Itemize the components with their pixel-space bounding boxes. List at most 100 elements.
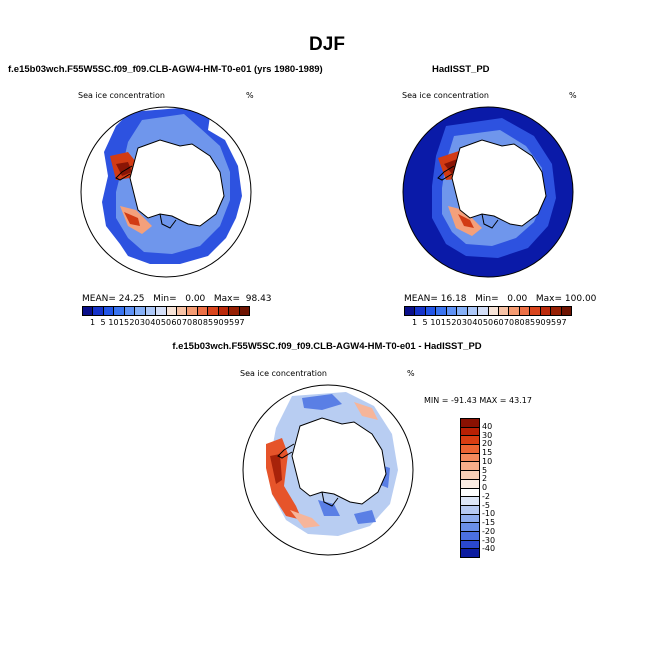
- colorbar-box: [467, 307, 479, 315]
- colorbar-label: -30: [482, 535, 496, 545]
- colorbar-label: 60: [493, 318, 504, 327]
- colorbar-box: [498, 307, 510, 315]
- colorbar-label: 40: [482, 421, 493, 431]
- colorbar-label: 20: [129, 318, 140, 327]
- colorbar-label: 70: [181, 318, 193, 327]
- panel1-mean: 24.25: [118, 294, 145, 304]
- colorbar-box: [540, 307, 552, 315]
- colorbar-label: 1: [411, 318, 418, 327]
- panel1-field-label: Sea ice concentration: [78, 91, 165, 100]
- panel3-colorbar: [460, 418, 480, 558]
- colorbar-box: [461, 514, 479, 524]
- colorbar-box: [176, 307, 188, 315]
- colorbar-label: 85: [202, 318, 214, 327]
- colorbar-label: 15: [482, 448, 493, 457]
- panel2-map: [402, 106, 574, 278]
- panel1-map: [80, 106, 252, 278]
- colorbar-box: [461, 549, 479, 557]
- colorbar-label: -5: [482, 500, 490, 510]
- colorbar-label: 60: [171, 318, 182, 327]
- colorbar-box: [461, 497, 479, 506]
- colorbar-label: 15: [440, 318, 452, 327]
- colorbar-box: [208, 307, 219, 315]
- colorbar-label: 90: [535, 318, 546, 327]
- colorbar-label: 5: [100, 318, 106, 327]
- colorbar-label: 95: [223, 318, 235, 327]
- colorbar-box: [436, 307, 447, 315]
- page-title: DJF: [309, 34, 345, 55]
- colorbar-label: 50: [482, 318, 494, 327]
- colorbar-label: 20: [451, 318, 462, 327]
- colorbar-label: 40: [150, 318, 161, 327]
- panel1-stats: MEAN= 24.25 Min= 0.00 Max= 98.43: [82, 294, 272, 304]
- panel3-minmax: MIN = -91.43 MAX = 43.17: [424, 396, 532, 405]
- colorbar-box: [461, 540, 479, 550]
- colorbar-box: [530, 307, 541, 315]
- colorbar-box: [145, 307, 157, 315]
- colorbar-label: 5: [422, 318, 428, 327]
- colorbar-box: [239, 307, 249, 315]
- colorbar-label: 30: [139, 318, 151, 327]
- colorbar-label: 50: [160, 318, 172, 327]
- panel1-title: f.e15b03wch.F55W5SC.f09_f09.CLB-AGW4-HM-…: [8, 64, 323, 75]
- panel3-field-label: Sea ice concentration: [240, 369, 327, 378]
- colorbar-box: [561, 307, 571, 315]
- panel1-colorbar: [82, 306, 250, 316]
- colorbar-box: [488, 307, 499, 315]
- colorbar-box: [461, 471, 479, 480]
- colorbar-label: -15: [482, 518, 496, 527]
- panel3-colorbar-labels: 40 30 20 15 10 5 2 0 -2 -5 -10 -15 -20 -30 -40: [480, 418, 498, 558]
- colorbar-label: 1: [89, 318, 96, 327]
- panel1-unit: %: [246, 91, 254, 100]
- colorbar-label: 40: [472, 318, 483, 327]
- panel3-title: f.e15b03wch.F55W5SC.f09_f09.CLB-AGW4-HM-…: [172, 341, 482, 352]
- colorbar-label: 80: [514, 318, 525, 327]
- colorbar-box: [457, 307, 468, 315]
- colorbar-label: 90: [213, 318, 224, 327]
- colorbar-box: [461, 436, 479, 446]
- colorbar-label: 10: [108, 318, 119, 327]
- colorbar-box: [405, 307, 416, 315]
- colorbar-box: [461, 505, 479, 515]
- panel2-min: 0.00: [507, 294, 528, 304]
- colorbar-box: [461, 523, 479, 532]
- colorbar-box: [478, 307, 489, 315]
- colorbar-box: [197, 307, 209, 315]
- colorbar-box: [124, 307, 136, 315]
- colorbar-label: -20: [482, 526, 496, 536]
- colorbar-box: [93, 307, 104, 315]
- colorbar-label: -2: [482, 491, 490, 501]
- colorbar-box: [135, 307, 146, 315]
- colorbar-label: 85: [524, 318, 536, 327]
- panel2-title: HadISST_PD: [432, 64, 490, 75]
- colorbar-box: [519, 307, 531, 315]
- colorbar-label: 2: [482, 474, 488, 484]
- colorbar-box: [461, 488, 479, 498]
- panel2-max: 100.00: [564, 294, 597, 304]
- panel2-mean: 16.18: [440, 294, 467, 304]
- colorbar-box: [551, 307, 562, 315]
- colorbar-box: [461, 453, 479, 463]
- colorbar-box: [461, 462, 479, 472]
- colorbar-box: [461, 427, 479, 437]
- colorbar-label: 97: [556, 318, 567, 327]
- panel1-min: 0.00: [185, 294, 206, 304]
- colorbar-label: 30: [482, 430, 493, 440]
- colorbar-box: [425, 307, 437, 315]
- colorbar-box: [166, 307, 177, 315]
- colorbar-label: 20: [482, 439, 493, 449]
- panel2-field-label: Sea ice concentration: [402, 91, 489, 100]
- colorbar-label: 5: [482, 465, 488, 475]
- colorbar-box: [83, 307, 94, 315]
- panel2-stats: MEAN= 16.18 Min= 0.00 Max= 100.00: [404, 294, 597, 304]
- colorbar-box: [509, 307, 520, 315]
- colorbar-label: 10: [430, 318, 441, 327]
- colorbar-box: [103, 307, 115, 315]
- colorbar-label: 10: [482, 456, 493, 466]
- colorbar-label: 70: [503, 318, 515, 327]
- panel3-unit: %: [407, 369, 415, 378]
- colorbar-box: [415, 307, 426, 315]
- colorbar-box: [461, 419, 479, 428]
- colorbar-box: [114, 307, 125, 315]
- colorbar-box: [461, 479, 479, 489]
